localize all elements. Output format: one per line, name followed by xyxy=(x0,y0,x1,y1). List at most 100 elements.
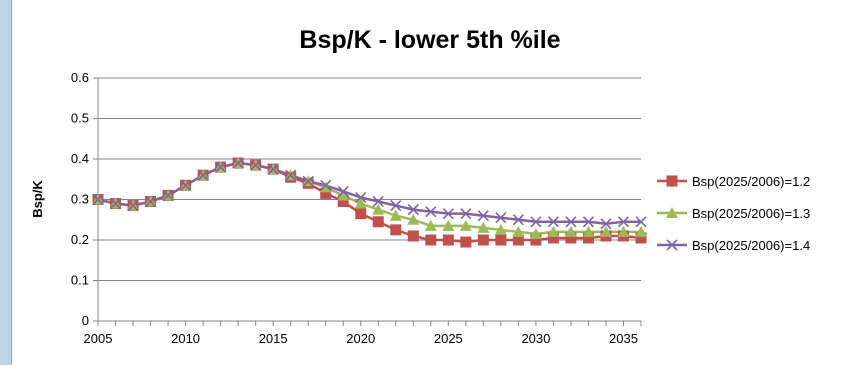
data-point xyxy=(529,227,542,239)
data-point xyxy=(512,234,524,246)
data-point xyxy=(285,169,297,181)
data-point xyxy=(354,197,367,209)
x-tick-label: 2020 xyxy=(346,331,375,346)
data-point xyxy=(109,197,122,210)
data-point xyxy=(599,225,612,237)
legend-marker xyxy=(666,239,678,251)
data-point xyxy=(565,232,577,244)
data-point xyxy=(547,225,560,237)
series-line xyxy=(97,161,641,226)
legend-marker xyxy=(666,207,678,218)
data-point xyxy=(372,195,384,208)
axes xyxy=(93,77,642,326)
data-point xyxy=(494,223,507,235)
x-tick-label: 2005 xyxy=(84,331,113,346)
y-tick-label: 0.6 xyxy=(71,70,89,85)
y-axis-label: Bsp/K xyxy=(30,180,45,218)
data-point xyxy=(477,221,490,233)
data-point xyxy=(319,181,332,193)
data-point xyxy=(232,157,244,169)
data-point xyxy=(460,236,472,248)
data-point xyxy=(127,200,139,212)
data-point xyxy=(302,175,314,187)
legend: Bsp(2025/2006)=1.2 Bsp(2025/2006)=1.3 Bsp(… xyxy=(657,174,810,253)
data-point xyxy=(512,214,524,226)
data-point xyxy=(197,169,209,181)
series-1-markers xyxy=(92,157,647,248)
data-point xyxy=(162,189,174,202)
data-point xyxy=(337,185,349,197)
data-point xyxy=(635,225,647,237)
data-point xyxy=(424,219,437,231)
y-tick-label: 0.1 xyxy=(71,273,89,288)
data-point xyxy=(547,216,559,228)
data-point xyxy=(407,204,419,216)
data-point xyxy=(582,232,594,244)
legend-label: Bsp(2025/2006)=1.2 xyxy=(692,174,810,189)
series-2-markers xyxy=(92,157,647,239)
data-point xyxy=(355,208,367,220)
data-point xyxy=(512,225,525,237)
data-point xyxy=(442,219,455,231)
data-point xyxy=(250,159,262,171)
data-point xyxy=(477,210,489,222)
data-point xyxy=(617,225,630,237)
data-point xyxy=(582,216,595,228)
data-point xyxy=(582,225,595,237)
data-point xyxy=(442,208,454,220)
legend-entry: Bsp(2025/2006)=1.4 xyxy=(657,238,810,253)
legend-entry: Bsp(2025/2006)=1.3 xyxy=(657,206,810,221)
data-point xyxy=(390,224,402,236)
series-3 xyxy=(97,161,641,226)
data-point xyxy=(337,189,350,201)
series-1 xyxy=(97,161,642,244)
data-point xyxy=(460,208,472,220)
data-point xyxy=(477,234,489,246)
y-tick-label: 0.3 xyxy=(71,192,89,207)
data-point xyxy=(600,218,612,230)
data-point xyxy=(407,213,420,225)
data-point xyxy=(530,234,542,246)
data-point xyxy=(372,203,385,215)
y-tick-label: 0.2 xyxy=(71,232,89,247)
tick-labels: 0 0.1 0.2 0.3 0.4 0.5 0.6 2005 2010 2015 2020 2025 2… xyxy=(71,70,638,346)
data-point xyxy=(355,191,367,204)
data-point xyxy=(459,219,472,231)
x-tick-label: 2010 xyxy=(171,331,200,346)
data-point xyxy=(495,212,507,224)
data-point xyxy=(635,216,647,228)
series-3-markers xyxy=(92,157,647,230)
legend-entry: Bsp(2025/2006)=1.2 xyxy=(657,174,810,189)
data-point xyxy=(442,234,454,246)
data-point xyxy=(390,200,402,212)
series-lines xyxy=(92,157,647,248)
chart-area: Bsp/K - lower 5th %ile Bsp/K 0 0.1 0.2 0.3 0… xyxy=(11,0,850,365)
line-chart: Bsp/K - lower 5th %ile Bsp/K 0 0.1 0.2 0.3 0… xyxy=(30,26,810,346)
x-tick-label: 2025 xyxy=(434,331,463,346)
data-point xyxy=(144,195,157,208)
data-point xyxy=(389,209,402,221)
y-tick-label: 0.5 xyxy=(71,111,89,126)
x-tick-label: 2035 xyxy=(609,331,638,346)
legend-label: Bsp(2025/2006)=1.3 xyxy=(692,206,810,221)
x-tick-label: 2015 xyxy=(259,331,288,346)
data-point xyxy=(92,193,104,206)
data-point xyxy=(635,232,647,244)
data-point xyxy=(320,187,332,199)
series-line xyxy=(97,161,642,244)
data-point xyxy=(617,216,630,228)
data-point xyxy=(180,179,192,191)
chart-title: Bsp/K - lower 5th %ile xyxy=(299,26,560,54)
data-point xyxy=(425,206,437,218)
data-point xyxy=(215,161,227,173)
data-point xyxy=(337,196,349,208)
y-tick-label: 0 xyxy=(82,313,89,328)
data-point xyxy=(267,163,279,175)
legend-marker xyxy=(666,175,678,187)
data-point xyxy=(372,216,384,228)
data-point xyxy=(530,216,542,228)
data-point xyxy=(407,230,419,242)
data-point xyxy=(495,234,507,246)
data-point xyxy=(320,179,332,191)
legend-label: Bsp(2025/2006)=1.4 xyxy=(692,238,810,253)
